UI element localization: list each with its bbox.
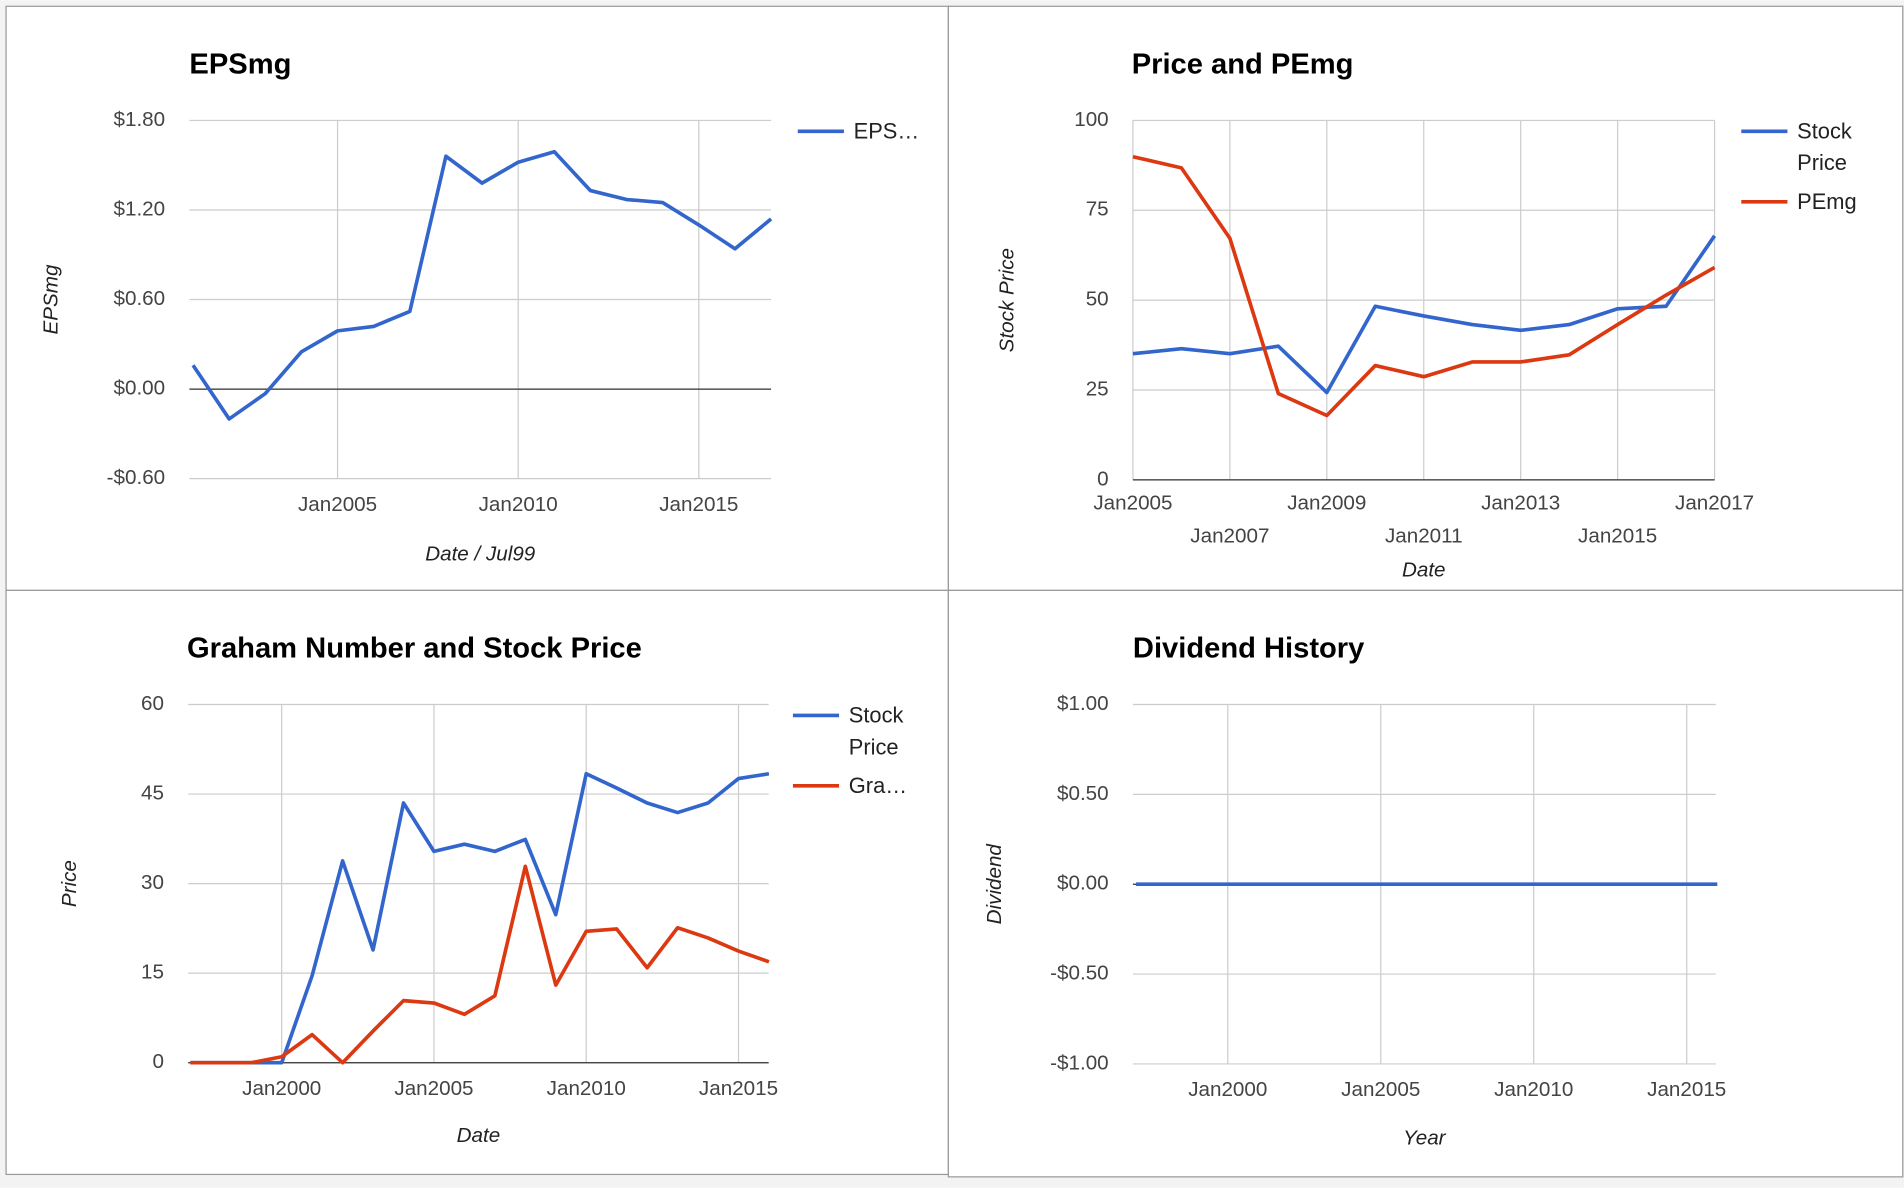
y-tick-label: $0.00 xyxy=(1057,872,1109,895)
y-tick-label: $1.20 xyxy=(114,197,166,220)
chart-title: Dividend History xyxy=(1133,633,1365,665)
legend-label: Stock Price xyxy=(1797,119,1852,176)
y-tick-label: $0.00 xyxy=(114,377,166,400)
x-tick-label: Jan2010 xyxy=(547,1077,626,1100)
y-axis-label: Dividend xyxy=(983,843,1006,925)
y-axis-label: Price xyxy=(58,860,81,907)
y-tick-label: 0 xyxy=(152,1050,163,1073)
series-line xyxy=(191,149,773,421)
x-tick-label: Jan2007 xyxy=(1190,524,1269,547)
x-tick-label: Jan2000 xyxy=(242,1077,321,1100)
x-tick-label: Jan2005 xyxy=(298,493,377,516)
x-axis-label: Year xyxy=(1403,1127,1447,1150)
legend-entry: Stock Price xyxy=(1797,119,1852,176)
panel xyxy=(5,5,949,591)
y-tick-label: 25 xyxy=(1086,377,1109,400)
y-axis-label: Stock Price xyxy=(995,248,1018,352)
x-tick-label: Jan2011 xyxy=(1385,524,1463,547)
y-tick-label: -$1.00 xyxy=(1050,1051,1108,1074)
chart-title: Graham Number and Stock Price xyxy=(187,633,642,665)
legend-label: EPS… xyxy=(853,119,920,144)
x-tick-label: Jan2017 xyxy=(1675,492,1754,515)
x-axis-label: Date xyxy=(1402,558,1446,581)
panel xyxy=(5,589,949,1176)
y-tick-label: -$0.50 xyxy=(1050,962,1108,985)
series-line xyxy=(190,771,770,1065)
y-tick-label: $0.50 xyxy=(1057,782,1109,805)
x-tick-label: Jan2000 xyxy=(1188,1078,1267,1101)
y-tick-label: 30 xyxy=(141,871,164,894)
legend-entry: PEmg xyxy=(1797,189,1857,214)
series-line xyxy=(1132,234,1717,395)
chart-title: Price and PEmg xyxy=(1132,48,1354,80)
y-tick-label: 45 xyxy=(141,782,164,805)
series-line xyxy=(1132,154,1716,418)
x-tick-label: Jan2015 xyxy=(1578,524,1657,547)
x-tick-label: Jan2005 xyxy=(1093,492,1172,515)
legend-label: Gra… xyxy=(848,773,908,798)
x-axis-label: Date / Jul99 xyxy=(425,543,536,566)
y-tick-label: 75 xyxy=(1086,198,1109,221)
legend-label: PEmg xyxy=(1797,189,1857,214)
y-tick-label: $0.60 xyxy=(114,287,166,310)
legend-label: Stock Price xyxy=(848,703,904,760)
y-tick-label: 50 xyxy=(1086,288,1109,311)
x-tick-label: Jan2015 xyxy=(659,493,738,516)
chart-title: EPSmg xyxy=(189,48,291,80)
x-tick-label: Jan2005 xyxy=(394,1077,473,1100)
series-line xyxy=(190,864,770,1065)
x-tick-label: Jan2010 xyxy=(479,493,558,516)
x-tick-label: Jan2010 xyxy=(1494,1078,1573,1101)
x-tick-label: Jan2013 xyxy=(1481,492,1560,515)
panel xyxy=(947,5,1904,591)
y-tick-label: $1.80 xyxy=(114,108,166,131)
legend-entry: Stock Price xyxy=(848,703,904,760)
x-axis-label: Date xyxy=(457,1124,501,1147)
x-tick-label: Jan2005 xyxy=(1341,1078,1420,1101)
y-tick-label: 15 xyxy=(141,961,164,984)
x-tick-label: Jan2009 xyxy=(1287,492,1366,515)
y-tick-label: 100 xyxy=(1074,108,1108,131)
x-tick-label: Jan2015 xyxy=(699,1077,778,1100)
y-tick-label: -$0.60 xyxy=(107,466,165,489)
y-tick-label: $1.00 xyxy=(1057,692,1109,715)
x-tick-label: Jan2015 xyxy=(1647,1078,1726,1101)
legend-entry: EPS… xyxy=(853,119,920,144)
y-axis-label: EPSmg xyxy=(40,264,63,334)
y-tick-label: 0 xyxy=(1097,467,1108,490)
legend-entry: Gra… xyxy=(848,773,908,798)
y-tick-label: 60 xyxy=(141,692,164,715)
